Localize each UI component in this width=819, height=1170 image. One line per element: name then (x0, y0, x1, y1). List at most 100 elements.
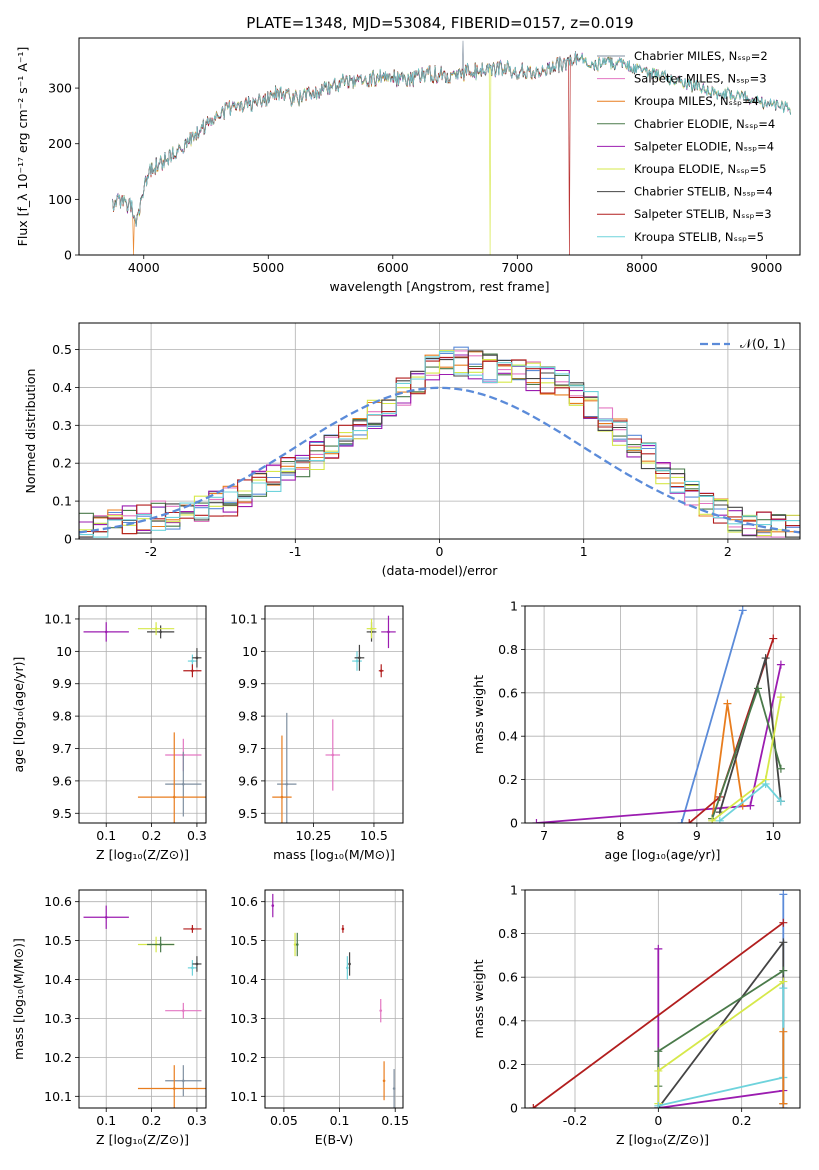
x-tick-label: 0.1 (96, 1113, 116, 1128)
weight-marker (779, 938, 788, 947)
legend-label: Kroupa ELODIE, Nₛₛₚ=5 (634, 162, 767, 176)
legend-label: Chabrier STELIB, Nₛₛₚ=4 (634, 185, 773, 199)
y-tick-label: 9.6 (52, 773, 72, 788)
y-tick-label: 0.4 (52, 380, 72, 395)
weight-marker (708, 816, 717, 823)
y-axis-label: mass weight (471, 959, 486, 1038)
data-point (191, 927, 194, 931)
weight-marker (654, 1047, 663, 1056)
plot-area (272, 615, 396, 823)
x-axis-label: Z [log₁₀(Z/Z⊙)] (96, 847, 189, 862)
data-point (295, 943, 299, 946)
y-tick-label: 0.3 (52, 418, 72, 433)
y-tick-label: 9.7 (238, 741, 258, 756)
x-tick-label: 0.3 (187, 828, 207, 843)
x-tick-label: 0.1 (96, 828, 116, 843)
y-tick-label: 10.2 (44, 1050, 72, 1065)
data-point (182, 1009, 185, 1012)
data-point (358, 656, 361, 660)
histogram-8 (79, 351, 800, 539)
y-tick-label: 100 (48, 192, 72, 207)
figure-title: PLATE=1348, MJD=53084, FIBERID=0157, z=0… (246, 14, 633, 32)
plot-area (529, 890, 788, 1108)
plot-area (83, 622, 206, 823)
axes-frame (78, 37, 801, 256)
y-axis-label: mass [log₁₀(M/M⊙)] (11, 938, 26, 1060)
panel-Z-age: 0.1 0.2 0.3 9.5 9.6 9.7 9.8 9.9 10 10.1 Z [log₁₀(Z… (11, 605, 207, 862)
panel-age-weight: 7 8 9 10 0 0.2 0.4 0.6 0.8 1 age [log₁₀(age/yr)] ma… (471, 599, 801, 862)
data-point (104, 630, 108, 634)
y-tick-label: 10.6 (230, 894, 258, 909)
weight-marker (776, 693, 785, 702)
weight-marker (532, 819, 541, 823)
weight-marker (779, 1099, 788, 1108)
x-tick-label: 7 (540, 828, 548, 843)
weight-marker (769, 634, 778, 643)
weight-marker (723, 699, 732, 708)
y-tick-label: 10.4 (230, 972, 258, 987)
x-tick-label: 0.15 (381, 1113, 409, 1128)
y-axis-label: Flux [f_λ 10⁻¹⁷ erg cm⁻² s⁻¹ A⁻¹] (15, 47, 30, 247)
x-tick-label: 4000 (128, 260, 160, 275)
y-tick-label: 9.5 (52, 806, 72, 821)
x-tick-label: 0.1 (330, 1113, 350, 1128)
x-tick-label: 10.25 (296, 828, 332, 843)
weight-marker (654, 944, 663, 953)
data-point (104, 915, 108, 919)
data-point (182, 782, 185, 786)
x-tick-label: 10.5 (360, 828, 388, 843)
y-tick-label: 9.8 (238, 709, 258, 724)
x-tick-label: 2 (724, 544, 732, 559)
spectrum-line-0 (112, 40, 791, 227)
y-tick-label: 10.6 (44, 894, 72, 909)
x-tick-label: 0 (436, 544, 444, 559)
legend-label: Chabrier MILES, Nₛₛₚ=2 (634, 49, 768, 63)
weight-line-0 (680, 610, 744, 823)
normal-curve (79, 386, 800, 534)
panel-Z-mass: 0.1 0.2 0.3 10.1 10.2 10.3 10.4 10.5 10.6 Z [log₁… (11, 889, 207, 1147)
y-tick-label: 9.5 (238, 806, 258, 821)
plot-area (83, 905, 206, 1108)
y-tick-label: 0.2 (52, 456, 72, 471)
data-point (182, 1079, 185, 1083)
x-tick-label: 6000 (377, 260, 409, 275)
axes-frame (264, 889, 404, 1109)
data-point (159, 943, 162, 946)
y-tick-label: 0.1 (52, 494, 72, 509)
data-point (195, 962, 199, 966)
y-tick-label: 1 (510, 883, 518, 898)
axes-frame (524, 605, 801, 824)
x-tick-label: -1 (289, 544, 301, 559)
y-tick-label: 0.2 (498, 1057, 518, 1072)
data-point (172, 1087, 176, 1090)
legend-label: Kroupa STELIB, Nₛₛₚ=5 (634, 230, 764, 244)
x-tick-label: 0 (654, 1113, 662, 1128)
weight-line-2 (532, 921, 784, 1108)
data-point (271, 904, 275, 907)
y-tick-label: 10.3 (44, 1011, 72, 1026)
weight-marker (746, 801, 755, 810)
weight-line-6 (658, 988, 785, 1107)
y-tick-label: 9.9 (52, 676, 72, 691)
x-tick-label: 10 (765, 828, 781, 843)
y-tick-label: 0 (510, 1101, 518, 1116)
y-axis-label: Normed distribution (23, 369, 38, 494)
x-tick-label: -0.2 (563, 1113, 587, 1128)
x-tick-label: 1 (580, 544, 588, 559)
data-point (191, 669, 194, 673)
data-point (159, 630, 162, 634)
data-point (280, 795, 284, 799)
y-tick-label: 10.1 (44, 1089, 72, 1104)
y-tick-label: 0.6 (498, 685, 518, 700)
y-tick-label: 10 (56, 644, 72, 659)
weight-line-1 (536, 664, 782, 823)
data-point (346, 966, 349, 970)
legend-label: 𝒩(0, 1) (740, 336, 786, 351)
y-tick-label: 0.8 (498, 926, 518, 941)
x-tick-label: -2 (145, 544, 157, 559)
data-point (285, 782, 289, 786)
y-tick-label: 0.4 (498, 729, 518, 744)
x-axis-label: Z [log₁₀(Z/Z⊙)] (616, 1132, 709, 1147)
y-tick-label: 0.2 (498, 772, 518, 787)
x-tick-label: 5000 (252, 260, 284, 275)
